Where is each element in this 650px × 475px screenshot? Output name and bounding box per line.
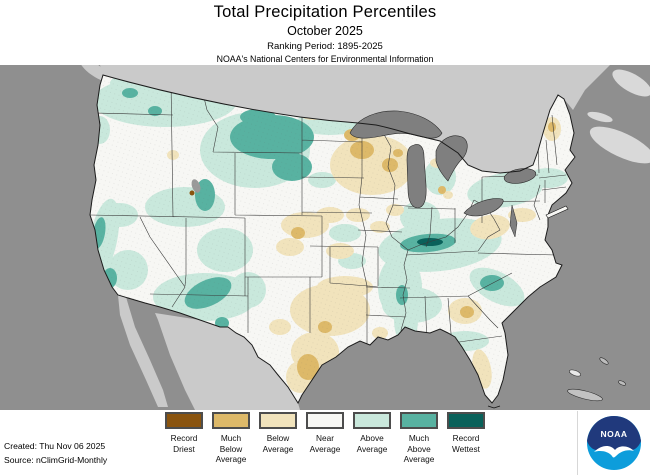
- great-lakes: [349, 110, 537, 238]
- legend-item: Record Driest: [161, 412, 208, 465]
- legend-item: Record Wettest: [443, 412, 490, 465]
- chesapeake-bay: [509, 204, 518, 238]
- noaa-logo-crest: [587, 416, 641, 453]
- bahama-island-3: [617, 380, 627, 386]
- prince-edward-island: [587, 111, 613, 123]
- bahama-island: [568, 369, 582, 377]
- state-borders: [90, 80, 567, 346]
- legend-swatch: [306, 412, 344, 429]
- map-canvas: [0, 58, 650, 410]
- percentile-legend: Record Driest Much Below Average Below A…: [0, 412, 650, 465]
- legend-item: Below Average: [255, 412, 302, 465]
- noaa-logo: NOAA: [587, 416, 641, 470]
- mexico-landmass: [155, 313, 300, 410]
- map-footer: Created: Thu Nov 06 2025 Source: nClimGr…: [4, 440, 107, 467]
- legend-swatch: [353, 412, 391, 429]
- legend-label: Much Below Average: [215, 433, 247, 464]
- noaa-logo-box: NOAA: [577, 411, 650, 475]
- canada-landmass: [100, 65, 610, 173]
- legend-label: Record Wettest: [452, 433, 480, 454]
- organization: NOAA's National Centers for Environmenta…: [216, 54, 434, 64]
- long-island: [545, 205, 569, 219]
- legend-swatch: [165, 412, 203, 429]
- legend-label: Much Above Average: [403, 433, 435, 464]
- legend-swatch: [259, 412, 297, 429]
- lake-huron: [435, 135, 468, 182]
- legend-label: Below Average: [262, 433, 294, 454]
- map-header: Total Precipitation Percentiles October …: [0, 0, 650, 64]
- cuba-island: [567, 388, 603, 402]
- legend-label: Above Average: [356, 433, 388, 454]
- ranking-period: Ranking Period: 1895-2025: [267, 41, 383, 52]
- legend-item: Much Below Average: [208, 412, 255, 465]
- data-source: Source: nClimGrid-Monthly: [4, 454, 108, 465]
- legend-item: Above Average: [349, 412, 396, 465]
- noaa-gull-icon: [594, 446, 634, 458]
- nova-scotia-landmass: [589, 126, 650, 164]
- lake-superior: [349, 110, 443, 139]
- gulf-islands: [612, 69, 650, 97]
- florida-keys: [487, 405, 501, 409]
- legend-label: Near Average: [309, 433, 341, 454]
- lake-erie: [463, 198, 504, 217]
- page-title: Total Precipitation Percentiles: [213, 3, 437, 21]
- legend-swatch: [400, 412, 438, 429]
- created-date: Created: Thu Nov 06 2025: [4, 441, 106, 451]
- map-month: October 2025: [287, 24, 363, 38]
- legend-label: Record Driest: [170, 433, 198, 454]
- baja-peninsula: [118, 295, 168, 407]
- legend-swatch: [212, 412, 250, 429]
- bahama-island-2: [599, 357, 609, 365]
- legend-item: Near Average: [302, 412, 349, 465]
- noaa-logo-text: NOAA: [600, 429, 627, 439]
- lake-michigan: [406, 144, 427, 209]
- legend-swatch: [447, 412, 485, 429]
- legend-item: Much Above Average: [396, 412, 443, 465]
- precipitation-map: [0, 58, 650, 410]
